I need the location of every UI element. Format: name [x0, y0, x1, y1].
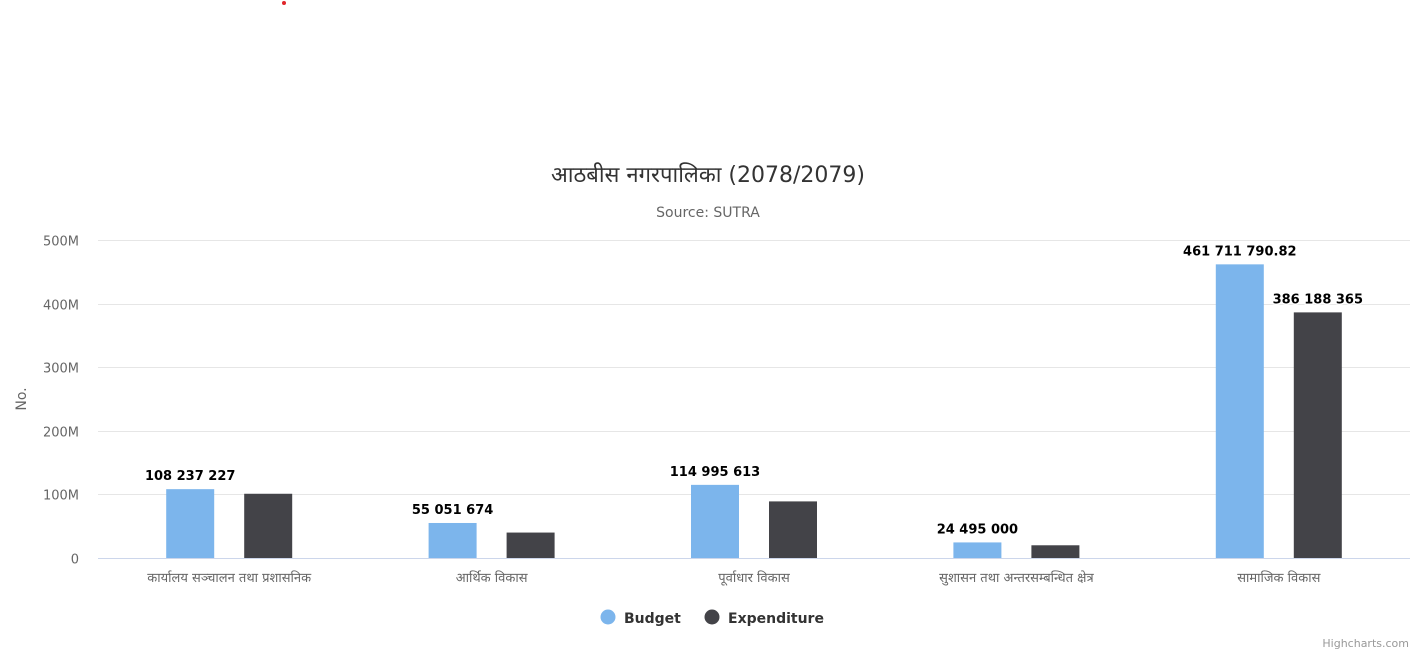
y-tick-label: 0	[71, 553, 79, 568]
bar-expenditure-2[interactable]	[506, 532, 555, 558]
data-label: 114 995 613	[670, 465, 760, 480]
x-tick-label: कार्यालय सञ्चालन तथा प्रशासनिक	[147, 570, 312, 586]
x-tick-label: आर्थिक विकास	[456, 570, 528, 586]
y-axis-ticks: 0 100M 200M 300M 400M 500M	[43, 235, 79, 568]
legend-marker	[600, 609, 616, 625]
gridlines	[98, 240, 1410, 495]
y-tick-label: 300M	[43, 362, 79, 377]
bar-budget-4[interactable]	[953, 542, 1002, 558]
data-label: 108 237 227	[145, 469, 235, 484]
bar-budget-3[interactable]	[691, 484, 739, 558]
x-tick-label: पूर्वाधार विकास	[718, 570, 790, 586]
data-label: 386 188 365	[1273, 292, 1363, 307]
legend-marker	[704, 609, 720, 625]
data-label: 24 495 000	[937, 522, 1018, 537]
legend-label: Expenditure	[728, 611, 824, 627]
y-axis-title: No.	[14, 387, 30, 410]
x-tick-label: सामाजिक विकास	[1237, 570, 1320, 586]
legend-item-budget[interactable]: Budget	[600, 609, 682, 628]
y-tick-label: 100M	[43, 489, 79, 504]
bar-expenditure-4[interactable]	[1031, 545, 1080, 558]
bar-expenditure-1[interactable]	[244, 493, 293, 558]
bar-expenditure-3[interactable]	[769, 501, 817, 558]
red-marker-dot	[282, 1, 286, 5]
chart-title: आठबीस नगरपालिका (2078/2079)	[551, 162, 865, 188]
credits-link[interactable]: Highcharts.com	[1322, 637, 1409, 650]
bar-series	[166, 264, 1342, 558]
data-labels: 108 237 227 55 051 674 114 995 613 24 495 0…	[143, 243, 1364, 539]
legend-item-expenditure[interactable]: Expenditure	[704, 609, 824, 628]
x-tick-label: सुशासन तथा अन्तरसम्बन्धित क्षेत्र	[939, 570, 1094, 586]
data-label: 55 051 674	[412, 503, 493, 518]
bar-budget-1[interactable]	[166, 489, 215, 558]
y-tick-label: 200M	[43, 426, 79, 441]
bar-budget-5[interactable]	[1215, 264, 1264, 558]
x-axis-labels: कार्यालय सञ्चालन तथा प्रशासनिक आर्थिक विक…	[147, 570, 1320, 586]
legend-label: Budget	[624, 611, 681, 627]
chart-subtitle: Source: SUTRA	[656, 205, 760, 221]
bar-expenditure-5[interactable]	[1293, 312, 1342, 558]
y-tick-label: 400M	[43, 299, 79, 314]
legend: Budget Expenditure	[600, 609, 824, 628]
bar-budget-2[interactable]	[428, 522, 477, 558]
y-tick-label: 500M	[43, 235, 79, 250]
data-label: 461 711 790.82	[1183, 244, 1297, 259]
